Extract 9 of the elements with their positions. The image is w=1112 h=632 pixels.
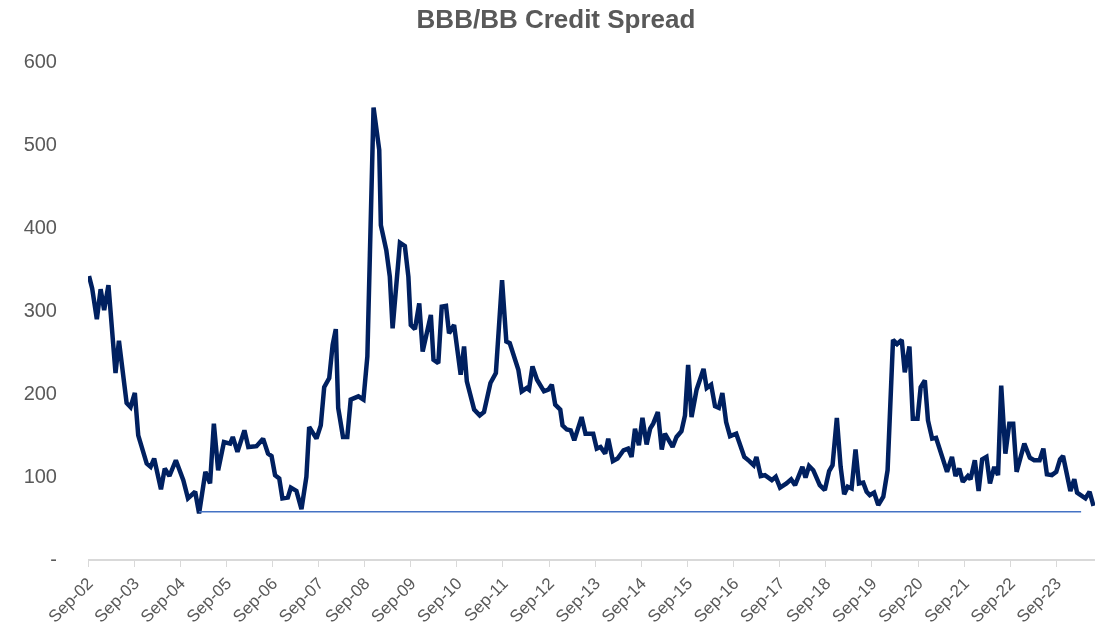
y-tick-label: 500 — [23, 133, 57, 155]
y-tick-label: 600 — [23, 50, 57, 72]
chart-title: BBB/BB Credit Spread — [416, 3, 696, 34]
y-tick-label: 300 — [23, 299, 57, 321]
y-tick-label: 400 — [23, 216, 57, 238]
y-tick-label: 200 — [23, 382, 57, 404]
y-tick-label: - — [50, 548, 57, 570]
line-series — [88, 105, 1095, 516]
y-tick-label: 100 — [23, 465, 57, 487]
